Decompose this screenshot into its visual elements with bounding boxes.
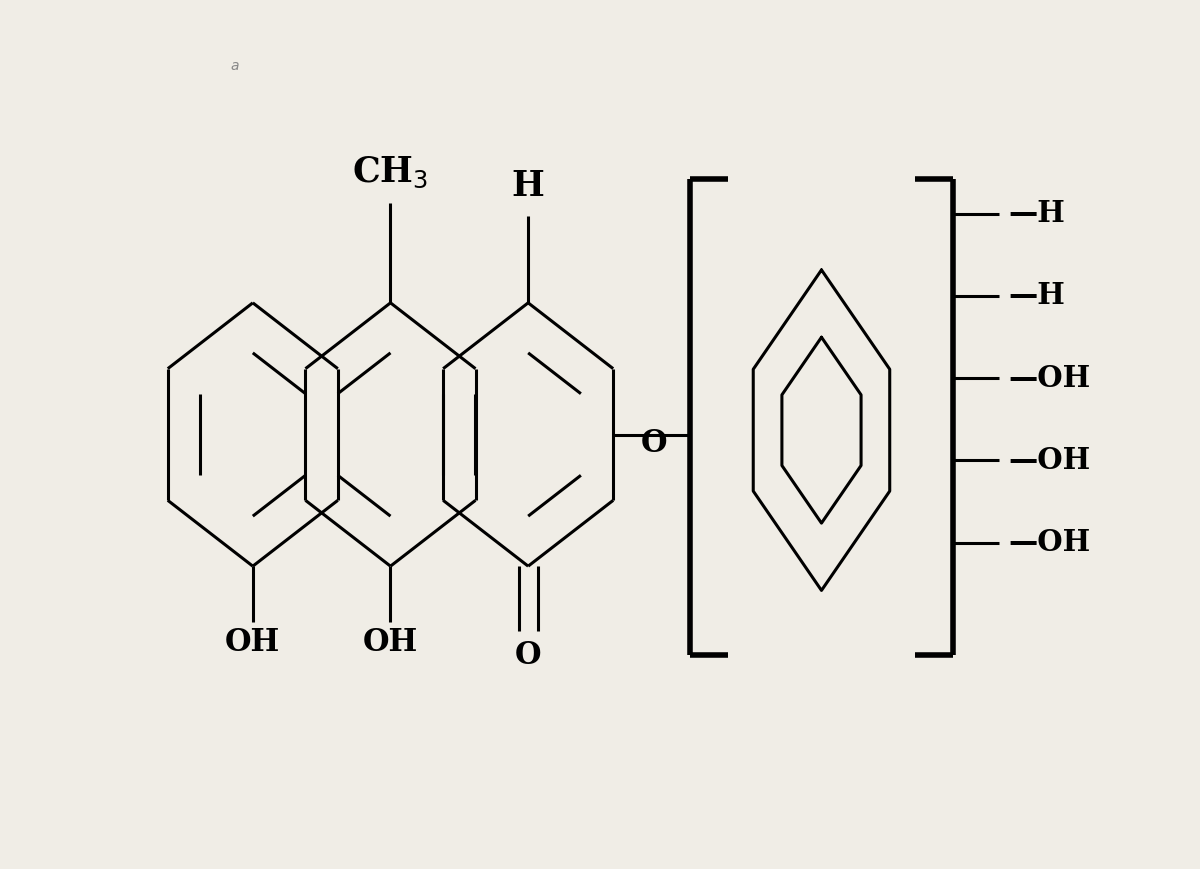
Text: CH$_3$: CH$_3$: [353, 155, 428, 190]
Text: O: O: [641, 428, 667, 459]
Text: —OH: —OH: [1008, 446, 1091, 475]
Text: —OH: —OH: [1008, 528, 1091, 557]
Text: OH: OH: [362, 627, 418, 658]
Text: H: H: [511, 169, 545, 203]
Text: —OH: —OH: [1008, 364, 1091, 393]
Text: OH: OH: [226, 627, 281, 658]
Text: —H: —H: [1008, 282, 1066, 310]
Text: —H: —H: [1008, 199, 1066, 229]
Text: a: a: [230, 59, 239, 73]
Text: O: O: [515, 640, 541, 671]
